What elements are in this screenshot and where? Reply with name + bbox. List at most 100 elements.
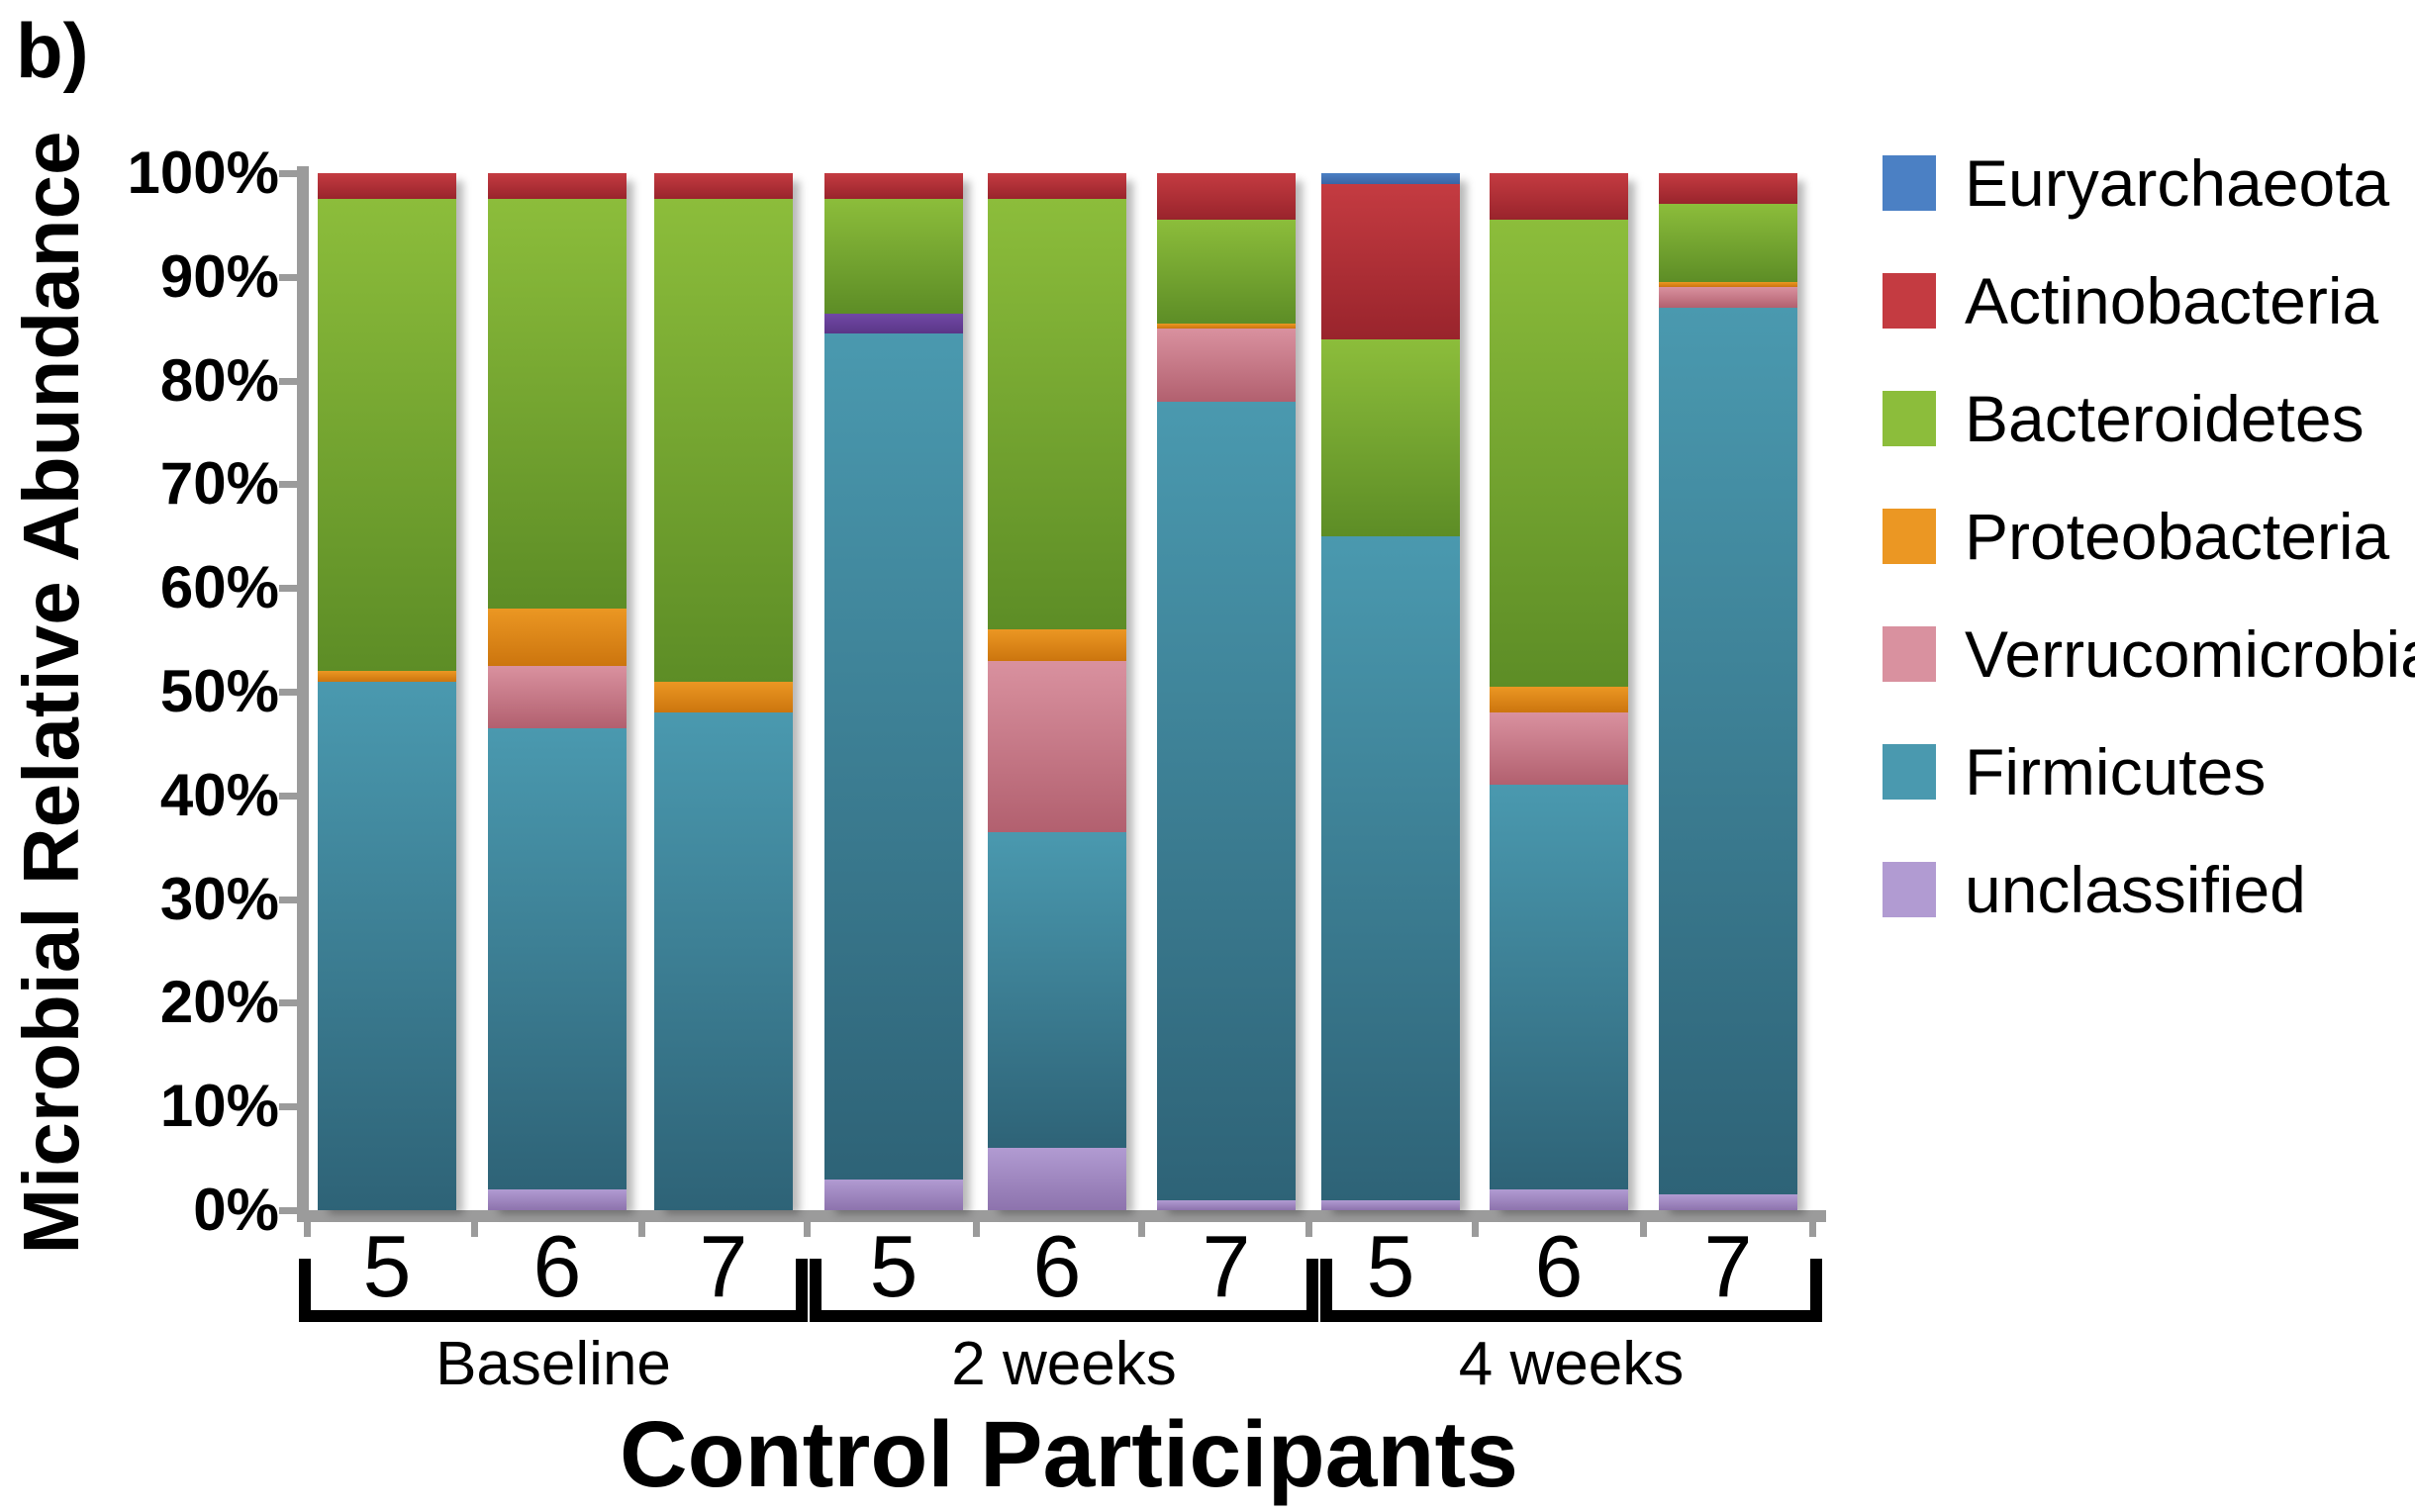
x-axis-title: Control Participants	[620, 1402, 1518, 1507]
verrucomicrobia-color-swatch-icon	[1883, 626, 1936, 682]
y-tick-label: 50%	[159, 658, 279, 724]
group-label-4-weeks: 4 weeks	[1458, 1330, 1685, 1398]
segment-actinobacteria	[1490, 173, 1628, 221]
bar-2weeks-6	[988, 173, 1126, 1210]
segment-firmicutes	[988, 831, 1126, 1149]
participant-label-7: 7	[699, 1217, 748, 1315]
segment-firmicutes	[654, 711, 793, 1210]
firmicutes-color-swatch-icon	[1883, 744, 1936, 800]
x-tick-mark	[1809, 1221, 1816, 1237]
segment-actinobacteria	[1157, 173, 1296, 221]
segment-unclassified	[988, 1148, 1126, 1210]
legend-label: Actinobacteria	[1965, 264, 2379, 337]
segment-actinobacteria	[488, 173, 627, 200]
segment-firmicutes	[824, 333, 963, 1180]
legend-label: Verrucomicrobia	[1965, 617, 2415, 691]
participant-label-6: 6	[532, 1217, 582, 1315]
segment-unclassified	[1321, 1199, 1460, 1210]
participant-label-5: 5	[1366, 1217, 1415, 1315]
segment-verrucomicrobia	[488, 665, 627, 728]
proteobacteria-color-swatch-icon	[1883, 509, 1936, 564]
y-tick-mark	[279, 792, 297, 800]
segment-firmicutes	[1321, 535, 1460, 1200]
x-tick-mark	[1640, 1221, 1647, 1237]
segment-unclassified	[488, 1189, 627, 1210]
legend-label: unclassified	[1965, 853, 2306, 926]
segment-verrucomicrobia	[1157, 329, 1296, 402]
segment-firmicutes	[1490, 785, 1628, 1190]
segment-unclassified	[824, 1179, 963, 1210]
participant-label-5: 5	[362, 1217, 412, 1315]
segment-firmicutes	[488, 727, 627, 1190]
segment-proteobacteria	[1157, 323, 1296, 330]
bar-Baseline-6	[488, 173, 627, 1210]
y-tick-mark	[279, 481, 297, 489]
segment-verrucomicrobia	[1659, 287, 1797, 309]
y-tick-label: 80%	[159, 346, 279, 414]
bar-Baseline-5	[318, 173, 456, 1210]
segment-bacteroidetes	[1490, 220, 1628, 687]
legend-label: Bacteroidetes	[1965, 382, 2365, 455]
x-axis-line	[297, 1210, 1826, 1222]
y-tick-label: 90%	[159, 242, 279, 310]
segment-unclassified	[824, 313, 963, 334]
euryarchaeota-color-swatch-icon	[1883, 155, 1936, 211]
segment-bacteroidetes	[1157, 220, 1296, 324]
bar-4weeks-6	[1490, 173, 1628, 1210]
group-label-Baseline: Baseline	[435, 1330, 671, 1398]
group-bracket-Baseline	[299, 1259, 808, 1322]
segment-actinobacteria	[824, 173, 963, 200]
segment-actinobacteria	[318, 173, 456, 200]
bar-4weeks-5	[1321, 173, 1460, 1210]
bar-4weeks-7	[1659, 173, 1797, 1210]
legend-label: Proteobacteria	[1965, 500, 2390, 573]
segment-firmicutes	[1659, 308, 1797, 1195]
segment-verrucomicrobia	[1490, 711, 1628, 786]
y-axis-line	[297, 166, 309, 1221]
segment-proteobacteria	[988, 629, 1126, 661]
y-tick-label: 70%	[159, 450, 279, 518]
participant-label-7: 7	[1202, 1217, 1251, 1315]
segment-proteobacteria	[318, 671, 456, 682]
segment-bacteroidetes	[318, 199, 456, 672]
y-tick-mark	[279, 689, 297, 696]
unclassified-color-swatch-icon	[1883, 862, 1936, 917]
segment-unclassified	[1490, 1189, 1628, 1210]
y-tick-mark	[279, 1103, 297, 1111]
y-tick-label: 20%	[159, 969, 279, 1036]
group-label-2-weeks: 2 weeks	[951, 1330, 1177, 1398]
segment-actinobacteria	[988, 173, 1126, 200]
y-tick-label: 10%	[159, 1073, 279, 1140]
segment-euryarchaeota	[1321, 173, 1460, 184]
legend-label: Firmicutes	[1965, 735, 2267, 808]
group-bracket-4-weeks	[1320, 1259, 1822, 1322]
participant-label-7: 7	[1703, 1217, 1753, 1315]
segment-actinobacteria	[654, 173, 793, 200]
participant-label-6: 6	[1032, 1217, 1082, 1315]
y-tick-label: 30%	[159, 865, 279, 932]
segment-bacteroidetes	[1321, 338, 1460, 536]
segment-unclassified	[1659, 1194, 1797, 1210]
x-tick-mark	[1138, 1221, 1145, 1237]
segment-proteobacteria	[654, 681, 793, 712]
y-tick-mark	[279, 585, 297, 593]
segment-unclassified	[1157, 1199, 1296, 1210]
y-tick-mark	[279, 896, 297, 903]
participant-label-6: 6	[1534, 1217, 1584, 1315]
x-tick-mark	[804, 1221, 811, 1237]
segment-firmicutes	[1157, 401, 1296, 1200]
group-bracket-2-weeks	[810, 1259, 1318, 1322]
y-tick-label: 100%	[127, 140, 279, 206]
x-tick-mark	[1472, 1221, 1479, 1237]
bar-2weeks-5	[824, 173, 963, 1210]
x-tick-mark	[1305, 1221, 1312, 1237]
y-tick-label: 0%	[193, 1177, 279, 1243]
segment-actinobacteria	[1659, 173, 1797, 205]
x-tick-mark	[973, 1221, 980, 1237]
y-tick-label: 60%	[159, 554, 279, 621]
bacteroidetes-color-swatch-icon	[1883, 391, 1936, 446]
segment-bacteroidetes	[654, 199, 793, 682]
x-tick-mark	[304, 1221, 311, 1237]
